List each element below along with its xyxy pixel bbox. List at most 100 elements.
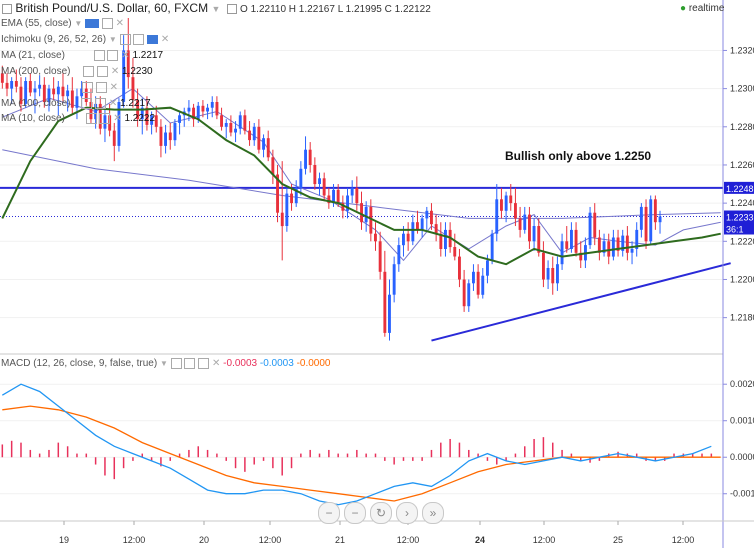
- indicator-label: MA (200, close): [1, 66, 71, 78]
- candle-body: [374, 233, 377, 242]
- settings-icon[interactable]: [133, 34, 145, 45]
- candle-body: [220, 115, 223, 127]
- candle-body: [616, 237, 620, 251]
- macd-legend[interactable]: MACD (12, 26, close, 9, false, true) ▼ ✕…: [1, 358, 331, 370]
- indicator-legend-ma200[interactable]: MA (200, close) ✕ 1.2230: [1, 66, 153, 78]
- zoom-out-button[interactable]: −: [318, 502, 340, 524]
- candle-body: [514, 203, 517, 219]
- candle-body: [369, 206, 373, 234]
- settings-icon[interactable]: [184, 358, 196, 369]
- candle-body: [38, 84, 42, 89]
- close-icon[interactable]: ✕: [212, 358, 221, 370]
- candle-body: [621, 235, 625, 251]
- format-icon[interactable]: [147, 35, 159, 44]
- close-icon[interactable]: ✕: [108, 98, 118, 110]
- visibility-eye-icon[interactable]: [81, 98, 93, 109]
- close-icon[interactable]: ✕: [160, 34, 170, 46]
- close-icon[interactable]: ✕: [115, 18, 125, 30]
- candle-body: [266, 138, 270, 158]
- candle-body: [360, 203, 363, 223]
- indicator-legend-ma10[interactable]: MA (10, close) ✕ 1.2222: [1, 113, 155, 125]
- indicator-label: MA (21, close): [1, 50, 65, 62]
- last-price-tag-text: 1.2233: [726, 212, 754, 222]
- candle-body: [625, 235, 629, 253]
- price-tick-label: 1.2280: [730, 122, 754, 132]
- candle-body: [364, 206, 368, 223]
- symbol-title[interactable]: British Pound/U.S. Dollar, 60, FXCM: [15, 1, 209, 15]
- candle-body: [546, 268, 550, 280]
- candle-body: [355, 187, 359, 204]
- close-icon[interactable]: ✕: [113, 113, 122, 125]
- indicator-legend-ma100[interactable]: MA (100, close) ✕ 1.2217: [1, 98, 151, 110]
- time-tick-label: 12:00: [533, 535, 556, 545]
- candle-body: [150, 115, 154, 125]
- visibility-eye-icon[interactable]: [170, 358, 182, 369]
- settings-icon[interactable]: [107, 50, 119, 61]
- candle-body: [24, 81, 28, 104]
- chevron-down-icon[interactable]: ▼: [74, 19, 83, 29]
- settings-icon[interactable]: [226, 3, 237, 14]
- candle-body: [10, 81, 14, 89]
- countdown-tag: 36:1: [724, 222, 754, 235]
- collapse-icon[interactable]: [2, 3, 12, 14]
- visibility-eye-icon[interactable]: [119, 34, 131, 45]
- candle-body: [243, 115, 247, 131]
- format-icon[interactable]: [198, 358, 210, 369]
- trendline-group: [431, 262, 731, 342]
- settings-icon[interactable]: [97, 66, 109, 77]
- settings-icon[interactable]: [95, 82, 107, 93]
- visibility-eye-icon[interactable]: [93, 50, 105, 61]
- candle-body: [5, 82, 9, 89]
- settings-icon[interactable]: [99, 113, 111, 124]
- candle-body: [318, 178, 321, 184]
- scroll-end-button[interactable]: »: [422, 502, 444, 524]
- last-price-tag-bg: [724, 210, 754, 223]
- candle-body: [425, 210, 429, 219]
- candle-body: [206, 107, 209, 112]
- chevron-down-icon[interactable]: ▼: [211, 4, 221, 14]
- close-icon[interactable]: ✕: [110, 66, 120, 78]
- candle-body: [201, 105, 205, 112]
- price-tick-label: 1.2260: [730, 160, 754, 170]
- indicator-value: 1.2230: [122, 66, 153, 78]
- scroll-forward-button[interactable]: ›: [396, 502, 418, 524]
- realtime-label: realtime: [688, 3, 725, 14]
- candle-body: [173, 123, 177, 141]
- countdown-tag-bg: [724, 222, 754, 235]
- candle-body: [458, 256, 461, 280]
- time-tick-label: 21: [335, 535, 345, 545]
- reset-button[interactable]: ↻: [370, 502, 392, 524]
- ema-55-group: [1, 106, 721, 266]
- chevron-down-icon[interactable]: ▼: [108, 35, 117, 45]
- settings-icon[interactable]: [95, 98, 107, 109]
- close-icon[interactable]: ✕: [109, 82, 118, 94]
- candle-body: [224, 123, 228, 127]
- realtime-status: ● realtime: [680, 3, 724, 15]
- close-icon[interactable]: ✕: [121, 50, 130, 62]
- candle-body: [154, 115, 158, 127]
- indicator-legend-ema[interactable]: EMA (55, close) ▼ ✕: [1, 18, 124, 30]
- visibility-eye-icon[interactable]: [85, 113, 97, 124]
- visibility-eye-icon[interactable]: [82, 82, 93, 93]
- candle-body: [122, 50, 126, 102]
- chevron-down-icon[interactable]: ▼: [159, 359, 168, 369]
- indicator-legend-hidden-row[interactable]: ✕: [82, 82, 118, 94]
- candle-body: [649, 199, 653, 242]
- time-tick-label: 12:00: [123, 535, 146, 545]
- candle-body: [196, 105, 200, 120]
- visibility-eye-icon[interactable]: [85, 19, 100, 28]
- candle-body: [290, 193, 293, 204]
- header-bar: British Pound/U.S. Dollar, 60, FXCM ▼ O …: [2, 2, 431, 16]
- time-tick-label: 12:00: [397, 535, 420, 545]
- settings-icon[interactable]: [101, 18, 113, 29]
- zoom-in-button[interactable]: −: [344, 502, 366, 524]
- candle-body: [299, 168, 303, 188]
- indicator-legend-ma21[interactable]: MA (21, close) ✕ 1.2217: [1, 50, 163, 62]
- visibility-eye-icon[interactable]: [83, 66, 95, 77]
- indicator-legend-ichimoku[interactable]: Ichimoku (9, 26, 52, 26) ▼ ✕: [1, 34, 169, 46]
- candle-body: [42, 84, 46, 102]
- time-tick-label: 12:00: [672, 535, 695, 545]
- candle-body: [593, 212, 597, 238]
